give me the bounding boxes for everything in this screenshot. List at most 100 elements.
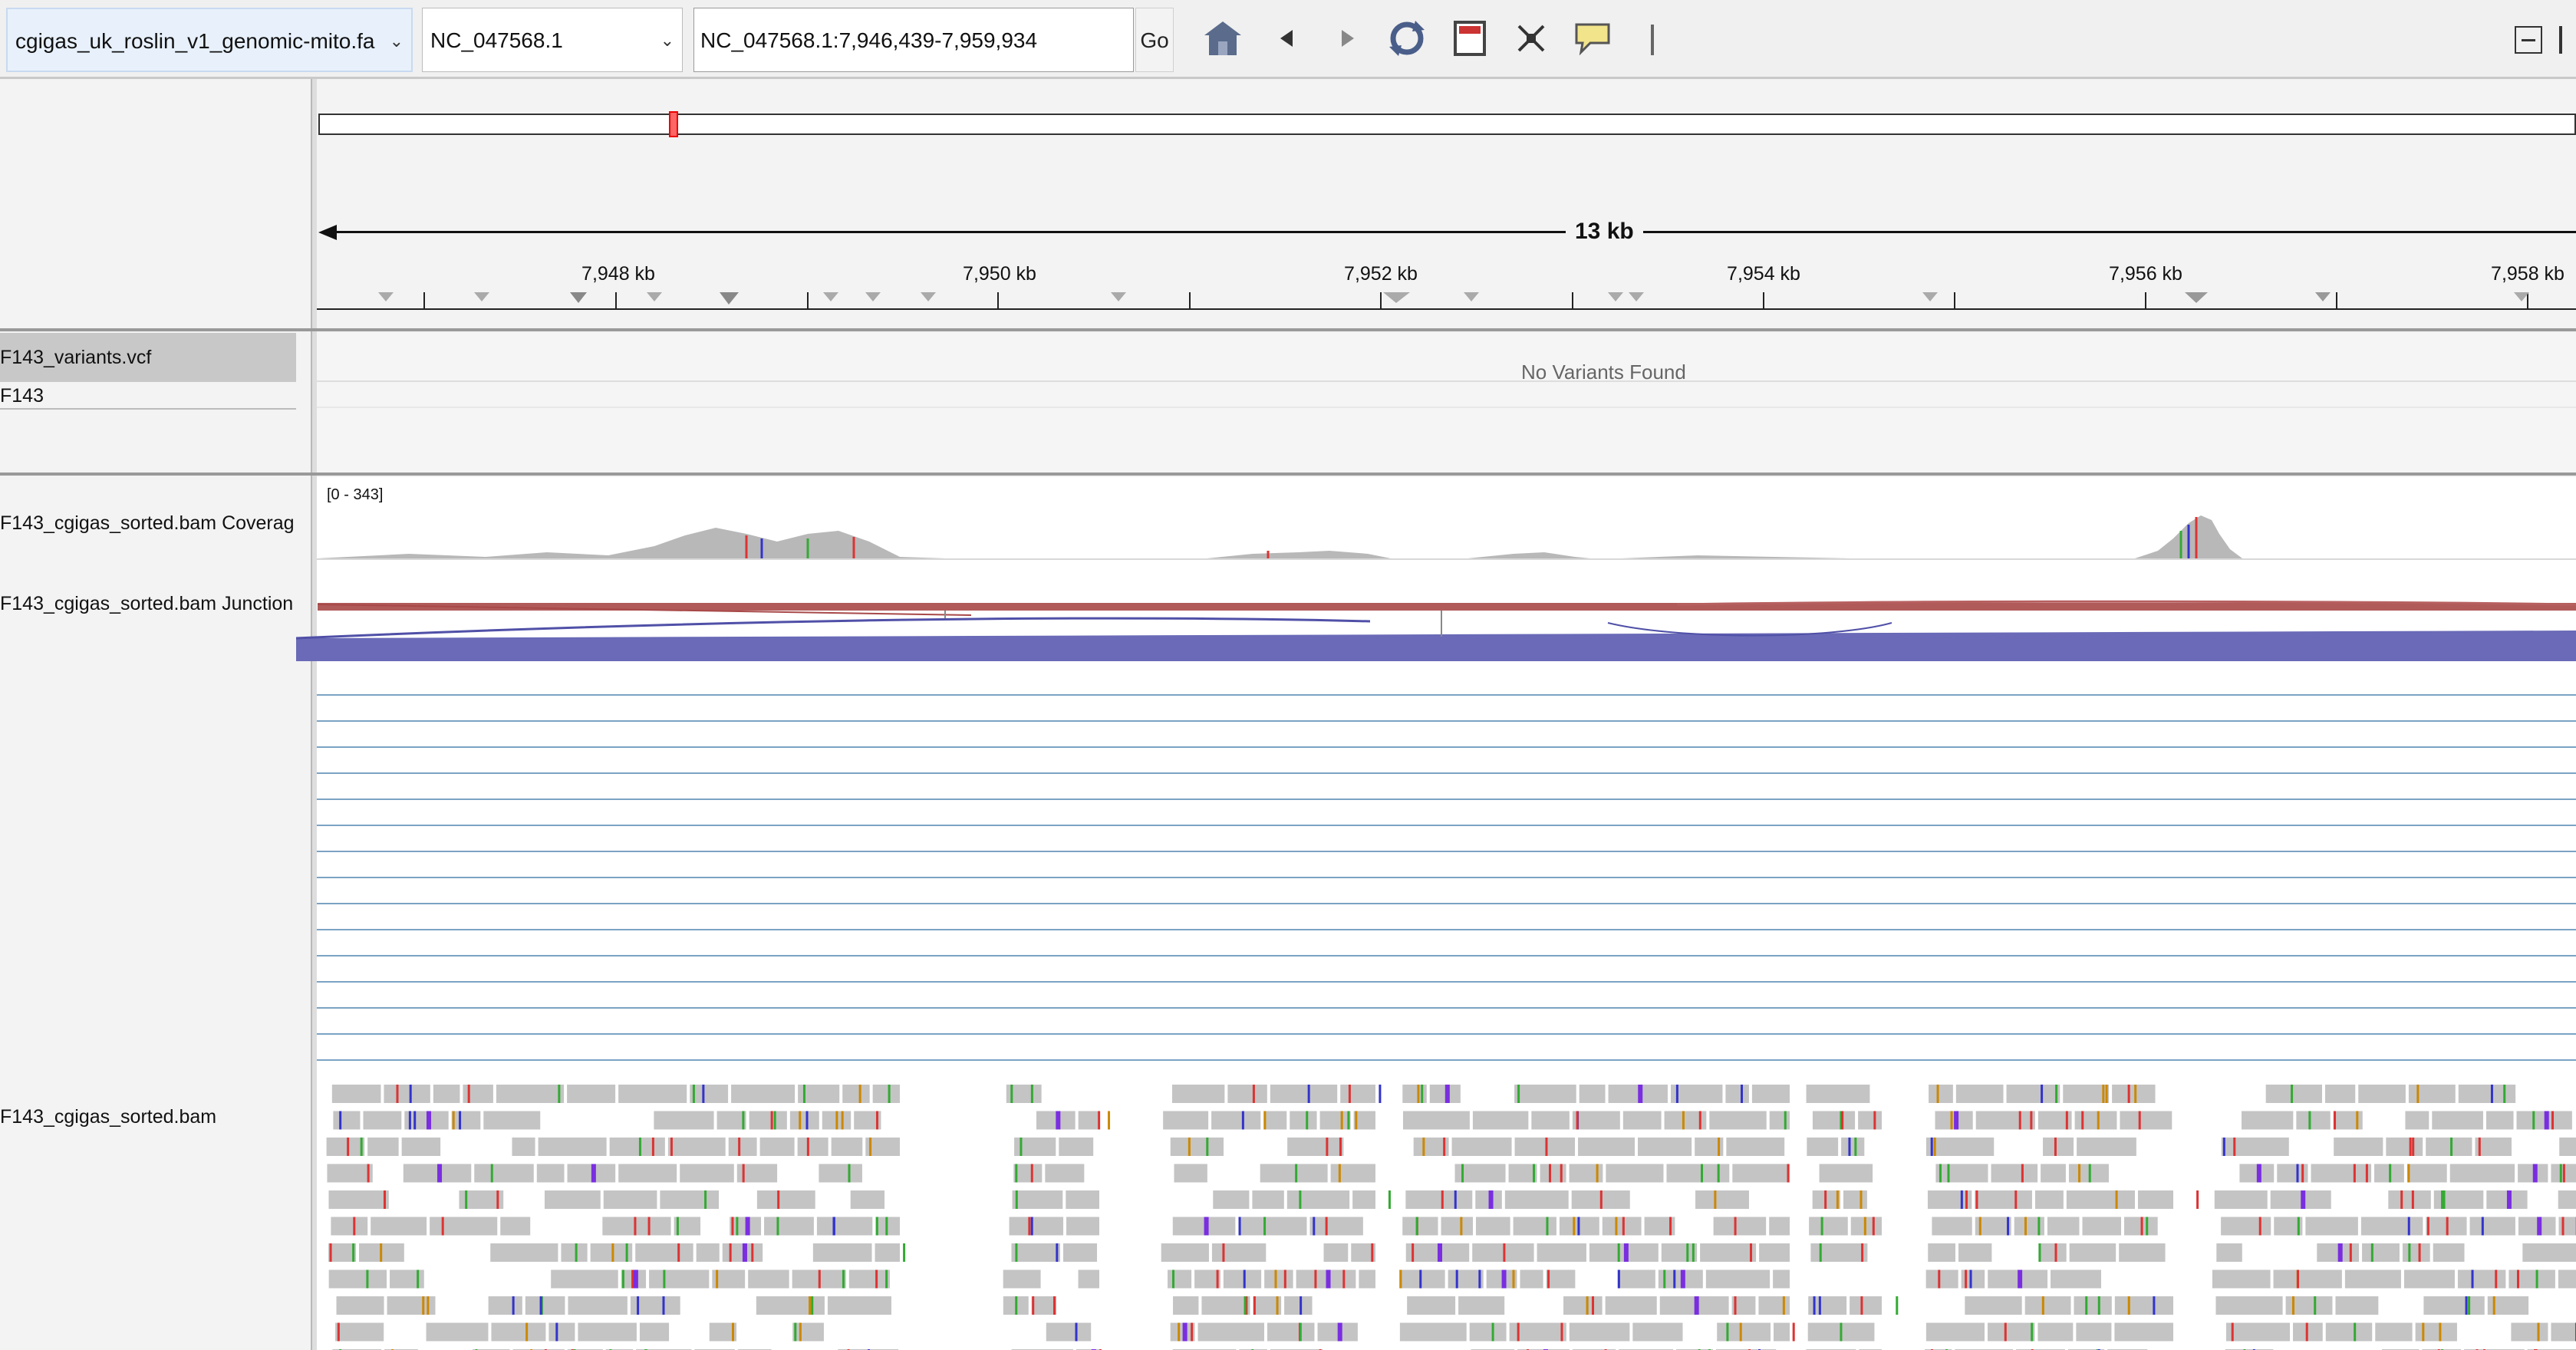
read[interactable] [544, 1190, 601, 1209]
read[interactable] [2296, 1111, 2331, 1130]
read[interactable] [2334, 1138, 2383, 1156]
read[interactable] [578, 1322, 637, 1342]
read[interactable] [1700, 1243, 1757, 1262]
read[interactable] [2305, 1217, 2358, 1236]
panel-splitter[interactable] [311, 79, 317, 1350]
read[interactable] [335, 1322, 384, 1342]
read[interactable] [1407, 1296, 1456, 1315]
read[interactable] [2137, 1190, 2173, 1209]
go-button[interactable]: Go [1135, 8, 1174, 72]
read[interactable] [1514, 1085, 1576, 1103]
read[interactable] [1011, 1243, 1060, 1262]
read[interactable] [1758, 1296, 1790, 1315]
read[interactable] [474, 1164, 534, 1183]
read[interactable] [1359, 1269, 1375, 1289]
read[interactable] [1812, 1111, 1856, 1130]
read[interactable] [426, 1322, 489, 1342]
read[interactable] [731, 1085, 796, 1103]
read[interactable] [1211, 1243, 1267, 1262]
read[interactable] [1031, 1296, 1057, 1315]
read[interactable] [819, 1164, 862, 1183]
read[interactable] [1927, 1190, 1972, 1209]
read[interactable] [1810, 1243, 1868, 1262]
read[interactable] [488, 1296, 522, 1315]
read[interactable] [1441, 1217, 1473, 1236]
read[interactable] [1472, 1243, 1534, 1262]
read[interactable] [1399, 1269, 1445, 1289]
read[interactable] [2518, 1164, 2548, 1183]
read[interactable] [848, 1269, 890, 1289]
sample-track-name[interactable]: F143 [0, 385, 44, 407]
read[interactable] [831, 1138, 863, 1156]
read[interactable] [500, 1217, 531, 1236]
read[interactable] [1513, 1217, 1556, 1236]
read[interactable] [568, 1296, 628, 1315]
read[interactable] [764, 1217, 814, 1236]
read[interactable] [2516, 1111, 2572, 1130]
read[interactable] [2215, 1296, 2283, 1315]
read[interactable] [1319, 1111, 1351, 1130]
read[interactable] [433, 1085, 460, 1103]
read[interactable] [1514, 1138, 1576, 1156]
read[interactable] [1402, 1217, 1438, 1236]
read[interactable] [1925, 1269, 1958, 1289]
read[interactable] [1606, 1164, 1664, 1183]
read[interactable] [1078, 1269, 1099, 1289]
read[interactable] [1579, 1085, 1606, 1103]
read[interactable] [1451, 1138, 1512, 1156]
read[interactable] [328, 1243, 357, 1262]
read[interactable] [1211, 1111, 1261, 1130]
read[interactable] [1617, 1269, 1655, 1289]
read[interactable] [1168, 1269, 1192, 1289]
read[interactable] [2077, 1138, 2136, 1156]
read[interactable] [1807, 1138, 1839, 1156]
read[interactable] [1227, 1085, 1267, 1103]
read[interactable] [1759, 1243, 1790, 1262]
read[interactable] [328, 1269, 387, 1289]
read[interactable] [816, 1217, 873, 1236]
read[interactable] [328, 1190, 389, 1209]
read[interactable] [2344, 1269, 2401, 1289]
read[interactable] [842, 1085, 870, 1103]
read[interactable] [2047, 1217, 2080, 1236]
read[interactable] [2324, 1085, 2356, 1103]
read[interactable] [690, 1085, 729, 1103]
read[interactable] [2335, 1296, 2379, 1315]
read[interactable] [2405, 1111, 2429, 1130]
junction-track[interactable] [296, 591, 2576, 664]
read[interactable] [1666, 1164, 1730, 1183]
read[interactable] [2225, 1322, 2291, 1342]
read[interactable] [756, 1190, 815, 1209]
read[interactable] [1713, 1217, 1767, 1236]
read[interactable] [1036, 1111, 1076, 1130]
read[interactable] [1659, 1296, 1729, 1315]
read[interactable] [2066, 1190, 2135, 1209]
read[interactable] [1932, 1217, 1972, 1236]
read[interactable] [1819, 1164, 1873, 1183]
read[interactable] [2074, 1296, 2112, 1315]
read[interactable] [1638, 1138, 1692, 1156]
read[interactable] [1537, 1243, 1586, 1262]
read[interactable] [749, 1111, 787, 1130]
read[interactable] [1858, 1111, 1882, 1130]
read[interactable] [2457, 1269, 2506, 1289]
read[interactable] [1661, 1243, 1698, 1262]
read[interactable] [1572, 1111, 1620, 1130]
read[interactable] [1174, 1164, 1207, 1183]
read[interactable] [2311, 1164, 2372, 1183]
read[interactable] [463, 1085, 493, 1103]
read[interactable] [451, 1111, 481, 1130]
read[interactable] [1171, 1085, 1225, 1103]
read[interactable] [1958, 1243, 1992, 1262]
read[interactable] [2559, 1138, 2576, 1156]
read[interactable] [1078, 1111, 1099, 1130]
read[interactable] [649, 1269, 710, 1289]
read[interactable] [1769, 1217, 1790, 1236]
read[interactable] [1806, 1085, 1870, 1103]
read[interactable] [567, 1164, 616, 1183]
read[interactable] [2216, 1243, 2242, 1262]
read[interactable] [660, 1190, 720, 1209]
read[interactable] [1287, 1138, 1344, 1156]
junction-track-name[interactable]: F143_cgigas_sorted.bam Junction [0, 593, 294, 614]
read[interactable] [716, 1111, 746, 1130]
